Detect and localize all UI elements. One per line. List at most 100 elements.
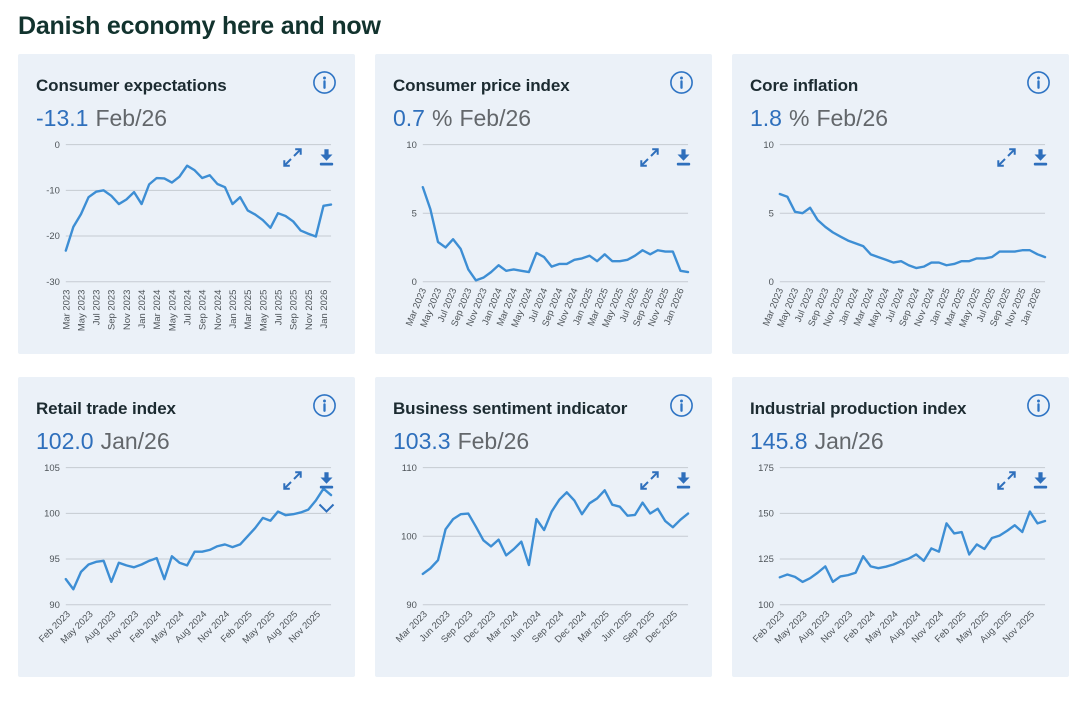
expand-arrows-icon[interactable] <box>996 147 1017 168</box>
card-title: Consumer expectations <box>36 76 227 95</box>
chart-tools <box>639 470 694 491</box>
data-line <box>778 510 1047 584</box>
y-tick-label: -30 <box>46 276 60 287</box>
indicator-card: Core inflation 1.8 % Feb/26 10 5 0 Mar 2023… <box>732 54 1069 354</box>
data-line <box>421 489 690 576</box>
latest-value-row: 102.0 Jan/26 <box>36 428 337 455</box>
y-tick-label: 105 <box>44 462 60 473</box>
x-tick-label: Sep 2023 <box>106 290 117 330</box>
y-tick-label: 95 <box>49 553 59 564</box>
y-tick-label: 100 <box>44 508 60 519</box>
indicator-card: Business sentiment indicator 103.3 Feb/2… <box>375 377 712 677</box>
info-icon[interactable] <box>1026 393 1051 418</box>
x-tick-label: Mar 2023 <box>60 290 71 330</box>
x-tick-label: Jan 2025 <box>227 290 238 329</box>
chart-area: 110 100 90 Mar 2023 Jun 2023 Sep 2023 Dec 2023… <box>393 459 694 671</box>
latest-value: 0.7 <box>393 105 425 131</box>
card-header: Business sentiment indicator <box>393 393 694 419</box>
y-tick-label: 10 <box>406 139 416 150</box>
latest-value-row: -13.1 Feb/26 <box>36 105 337 132</box>
card-header: Consumer expectations <box>36 70 337 96</box>
chart-area: 175 150 125 100 Feb 2023 May 2023 Aug 2023 Nov … <box>750 459 1051 671</box>
latest-value: 1.8 <box>750 105 782 131</box>
card-title: Industrial production index <box>750 399 967 418</box>
latest-value-row: 103.3 Feb/26 <box>393 428 694 455</box>
download-icon[interactable] <box>1030 147 1051 168</box>
y-tick-label: 110 <box>402 462 417 473</box>
data-line <box>421 185 690 282</box>
x-tick-label: Sep 2025 <box>288 290 299 330</box>
expand-arrows-icon[interactable] <box>282 470 303 491</box>
x-tick-label: Mar 2025 <box>242 290 253 330</box>
dashboard: Danish economy here and now Consumer exp… <box>18 12 1080 677</box>
indicator-card: Retail trade index 102.0 Jan/26 105 100 95… <box>18 377 355 677</box>
chart-tools <box>282 470 337 513</box>
expand-arrows-icon[interactable] <box>639 147 660 168</box>
card-title: Consumer price index <box>393 76 570 95</box>
latest-value-row: 1.8 % Feb/26 <box>750 105 1051 132</box>
download-icon[interactable] <box>673 147 694 168</box>
value-period: Feb/26 <box>95 105 168 131</box>
latest-value: 145.8 <box>750 428 808 454</box>
info-icon[interactable] <box>669 70 694 95</box>
latest-value: -13.1 <box>36 105 89 131</box>
y-tick-label: -10 <box>46 185 60 196</box>
x-tick-label: Jan 2026 <box>318 290 329 329</box>
latest-value: 102.0 <box>36 428 94 454</box>
chart-tools <box>996 470 1051 491</box>
indicator-card: Industrial production index 145.8 Jan/26… <box>732 377 1069 677</box>
x-tick-label: Mar 2024 <box>151 290 162 330</box>
info-icon[interactable] <box>312 393 337 418</box>
y-tick-label: 100 <box>758 599 774 610</box>
card-title: Business sentiment indicator <box>393 399 628 418</box>
download-icon[interactable] <box>1030 470 1051 491</box>
x-tick-label: May 2024 <box>166 290 177 331</box>
chart-area: 10 5 0 Mar 2023 May 2023 Jul 2023 Sep 2023 Nov … <box>750 136 1051 348</box>
x-tick-label: May 2023 <box>75 290 86 331</box>
x-tick-label: May 2025 <box>257 290 268 331</box>
y-tick-label: 0 <box>55 139 60 150</box>
card-title: Core inflation <box>750 76 859 95</box>
y-tick-label: -20 <box>46 230 60 241</box>
expand-arrows-icon[interactable] <box>639 470 660 491</box>
value-period: Jan/26 <box>100 428 170 454</box>
y-tick-label: 175 <box>758 462 774 473</box>
card-title: Retail trade index <box>36 399 176 418</box>
value-period: Feb/26 <box>816 105 889 131</box>
y-tick-label: 150 <box>758 508 774 519</box>
info-icon[interactable] <box>1026 70 1051 95</box>
x-tick-label: Nov 2024 <box>212 290 223 330</box>
chart-tools <box>282 147 337 168</box>
expand-arrows-icon[interactable] <box>282 147 303 168</box>
latest-value-row: 145.8 Jan/26 <box>750 428 1051 455</box>
cards-grid: Consumer expectations -13.1 Feb/26 0 -10 -… <box>18 54 1080 677</box>
latest-value-row: 0.7 % Feb/26 <box>393 105 694 132</box>
chevron-down-icon[interactable] <box>317 503 336 514</box>
latest-value: 103.3 <box>393 428 451 454</box>
chart-area: 105 100 95 90 Feb 2023 May 2023 Aug 2023 Nov 20… <box>36 459 337 671</box>
value-period: Feb/26 <box>459 105 532 131</box>
x-tick-label: Nov 2023 <box>121 290 132 330</box>
expand-arrows-icon[interactable] <box>996 470 1017 491</box>
x-tick-label: Jul 2023 <box>91 290 102 326</box>
info-icon[interactable] <box>669 393 694 418</box>
card-header: Consumer price index <box>393 70 694 96</box>
value-unit: % <box>788 105 810 131</box>
value-period: Feb/26 <box>457 428 530 454</box>
x-tick-label: Nov 2025 <box>303 290 314 330</box>
info-icon[interactable] <box>312 70 337 95</box>
page-title: Danish economy here and now <box>18 12 381 40</box>
y-tick-label: 90 <box>49 599 59 610</box>
chart-area: 10 5 0 Mar 2023 May 2023 Jul 2023 Sep 2023 Nov … <box>393 136 694 348</box>
download-icon[interactable] <box>316 147 337 168</box>
x-tick-label: Sep 2024 <box>197 290 208 330</box>
download-icon[interactable] <box>316 470 337 491</box>
download-icon[interactable] <box>673 470 694 491</box>
indicator-card: Consumer price index 0.7 % Feb/26 10 5 0 Ma… <box>375 54 712 354</box>
data-line <box>64 164 333 252</box>
